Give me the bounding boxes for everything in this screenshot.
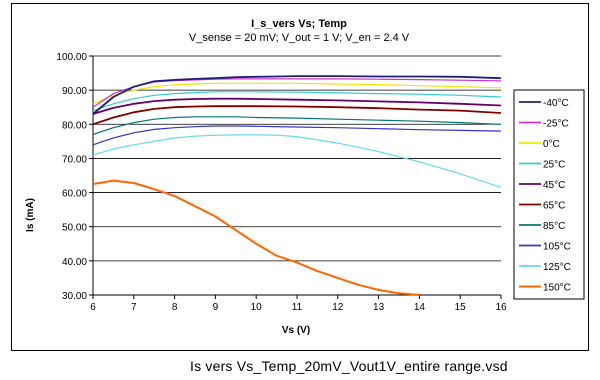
chart-title: I_s_vers Vs; Temp bbox=[251, 18, 347, 30]
y-tick-label: 90.00 bbox=[62, 86, 87, 97]
file-caption: Is vers Vs_Temp_20mV_Vout1V_entire range… bbox=[190, 358, 508, 374]
series-line-105c bbox=[92, 125, 502, 146]
legend-label: 25°C bbox=[543, 160, 565, 171]
x-tick-label: 10 bbox=[251, 302, 263, 313]
y-tick-label: 70.00 bbox=[62, 154, 87, 165]
plot-background bbox=[93, 56, 501, 295]
x-tick-label: 16 bbox=[495, 302, 507, 313]
series-line-0c bbox=[92, 82, 502, 105]
chart-frame: I_s_vers Vs; Temp V_sense = 20 mV; V_out… bbox=[11, 3, 589, 351]
series-line-25c bbox=[92, 91, 502, 112]
legend-label: -25°C bbox=[543, 119, 569, 130]
y-tick-label: 80.00 bbox=[62, 120, 87, 131]
x-tick-label: 15 bbox=[455, 302, 467, 313]
x-tick-label: 8 bbox=[172, 302, 178, 313]
legend-label: 0°C bbox=[543, 139, 560, 150]
x-axis-label: Vs (V) bbox=[282, 325, 310, 336]
legend-label: -40°C bbox=[543, 98, 569, 109]
legend-label: 85°C bbox=[543, 221, 565, 232]
legend: -40°C -25°C 0°C 25°C 45°C 65°C 85°C 105°C 125°C 1… bbox=[513, 89, 585, 300]
plot-area: 30.00 40.00 50.00 60.00 70.00 80.00 90.00 100.0… bbox=[56, 52, 507, 313]
x-tick-label: 11 bbox=[292, 302, 303, 313]
chart-subtitle: V_sense = 20 mV; V_out = 1 V; V_en = 2.4… bbox=[189, 32, 410, 44]
legend-label: 65°C bbox=[543, 201, 565, 212]
y-tick-label: 50.00 bbox=[62, 223, 87, 234]
x-tick-label: 9 bbox=[213, 302, 219, 313]
legend-box bbox=[513, 89, 585, 300]
series-line-125c bbox=[92, 134, 502, 188]
y-tick-label: 30.00 bbox=[62, 291, 87, 302]
line-chart: I_s_vers Vs; Temp V_sense = 20 mV; V_out… bbox=[25, 18, 585, 336]
legend-label: 125°C bbox=[543, 262, 571, 273]
x-tick-label: 6 bbox=[90, 302, 96, 313]
legend-label: 105°C bbox=[543, 242, 571, 253]
x-tick-label: 13 bbox=[373, 302, 385, 313]
series-line--40c bbox=[92, 75, 502, 115]
y-tick-label: 60.00 bbox=[62, 189, 87, 200]
series-line-45c bbox=[92, 97, 502, 115]
y-tick-label: 40.00 bbox=[62, 257, 87, 268]
legend-label: 150°C bbox=[543, 283, 571, 294]
legend-label: 45°C bbox=[543, 180, 565, 191]
x-tick-label: 12 bbox=[332, 302, 344, 313]
series-line-85c bbox=[92, 116, 502, 136]
y-tick-label: 100.00 bbox=[56, 52, 87, 63]
x-tick-label: 14 bbox=[414, 302, 426, 313]
y-axis-label: Is (mA) bbox=[25, 198, 36, 232]
x-tick-label: 7 bbox=[131, 302, 137, 313]
series-line-65c bbox=[92, 105, 502, 126]
series-line-150c bbox=[92, 179, 420, 296]
